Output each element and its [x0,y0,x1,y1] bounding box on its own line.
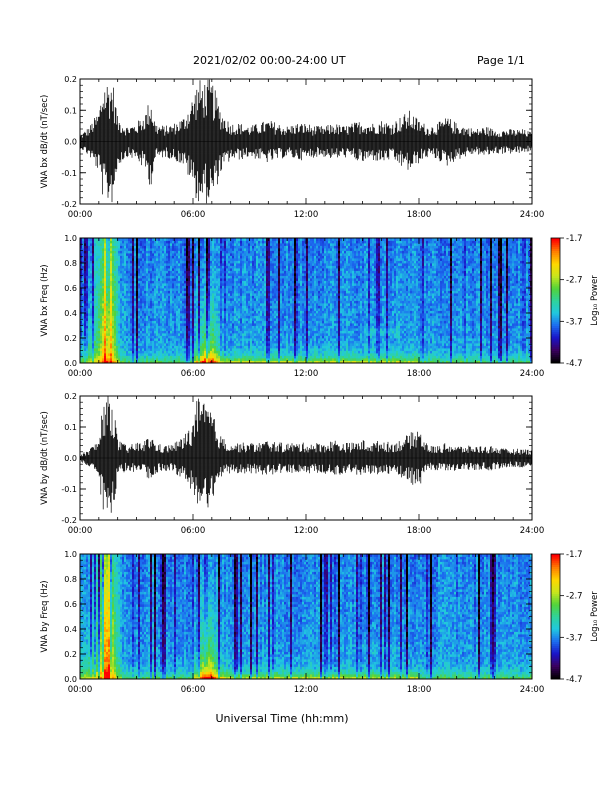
colorbar-tick-label: -4.7 [566,675,583,685]
x-tick-label: 00:00 [68,526,93,536]
y-tick-label: 0.4 [64,625,77,634]
x-tick-label: 06:00 [181,526,206,536]
colorbar-tick-label: -1.7 [566,550,583,560]
colorbar-tick-label: -2.7 [566,592,583,602]
colorbar-tick-label: -1.7 [566,234,583,244]
colorbar-label: Log₁₀ Power [590,275,600,326]
x-tick-label: 06:00 [181,369,206,379]
y-tick-label: 0.0 [64,359,77,368]
panel-3: 00:00 06:00 12:00 18:00 24:00 -0.2 -0.1 0.0 0.1 0… [40,392,544,536]
y-axis-label: VNA bx Freq (Hz) [40,264,50,336]
y-tick-label: 0.2 [64,650,77,659]
y-tick-label: -0.1 [61,485,77,494]
plot-title: 2021/02/02 00:00-24:00 UT [193,54,346,67]
x-tick-label: 24:00 [520,369,545,379]
x-tick-label: 00:00 [68,685,93,695]
y-tick-label: -0.1 [61,169,77,178]
panel-2: -1.7 -2.7 -3.7 -4.7 Log₁₀ Power 00:00 06:00 12:… [40,234,600,379]
x-tick-label: 12:00 [294,210,319,220]
y-tick-label: -0.2 [61,516,77,525]
colorbar-tick-label: -3.7 [566,317,583,327]
y-tick-label: 0.2 [64,334,77,343]
y-tick-label: 1.0 [64,234,77,243]
x-tick-label: 18:00 [407,369,432,379]
y-tick-label: 0.0 [64,454,77,463]
y-tick-label: -0.2 [61,200,77,209]
y-tick-label: 0.2 [64,392,77,401]
y-tick-label: 0.6 [64,600,77,609]
x-tick-label: 24:00 [520,526,545,536]
x-tick-label: 24:00 [520,210,545,220]
x-axis-label: Universal Time (hh:mm) [216,712,349,725]
panel-4: -1.7 -2.7 -3.7 -4.7 Log₁₀ Power 00:00 06:00 12:… [40,550,600,695]
panel-1: 00:00 06:00 12:00 18:00 24:00 -0.2 -0.1 0.0 0.1 0… [40,75,544,220]
y-axis-label: VNA by dB/dt (nT/sec) [40,411,50,505]
spectrogram [80,554,533,680]
y-tick-label: 0.8 [64,575,77,584]
x-tick-label: 12:00 [294,685,319,695]
colorbar: -1.7 -2.7 -3.7 -4.7 Log₁₀ Power [550,234,600,369]
x-tick-label: 18:00 [407,526,432,536]
x-tick-label: 06:00 [181,685,206,695]
x-tick-label: 00:00 [68,369,93,379]
x-tick-label: 18:00 [407,210,432,220]
y-tick-label: 0.0 [64,675,77,684]
y-tick-label: 1.0 [64,550,77,559]
waveform-series [79,396,532,513]
y-axis-label: VNA by Freq (Hz) [40,580,50,652]
page-label: Page 1/1 [477,54,525,67]
y-tick-label: 0.1 [64,106,77,115]
spectrogram [80,238,533,364]
y-tick-label: 0.8 [64,259,77,268]
y-tick-label: 0.2 [64,75,77,84]
colorbar-tick-label: -3.7 [566,633,583,643]
y-axis-label: VNA bx dB/dt (nT/sec) [40,95,50,189]
colorbar-label: Log₁₀ Power [590,591,600,642]
x-tick-label: 18:00 [407,685,432,695]
x-tick-label: 12:00 [294,526,319,536]
y-tick-label: 0.4 [64,309,77,318]
y-tick-label: 0.1 [64,423,77,432]
y-tick-label: 0.0 [64,138,77,147]
x-tick-label: 00:00 [68,210,93,220]
x-tick-label: 24:00 [520,685,545,695]
y-tick-label: 0.6 [64,284,77,293]
x-tick-label: 06:00 [181,210,206,220]
colorbar: -1.7 -2.7 -3.7 -4.7 Log₁₀ Power [550,550,600,685]
x-tick-label: 12:00 [294,369,319,379]
colorbar-tick-label: -4.7 [566,359,583,369]
colorbar-tick-label: -2.7 [566,276,583,286]
